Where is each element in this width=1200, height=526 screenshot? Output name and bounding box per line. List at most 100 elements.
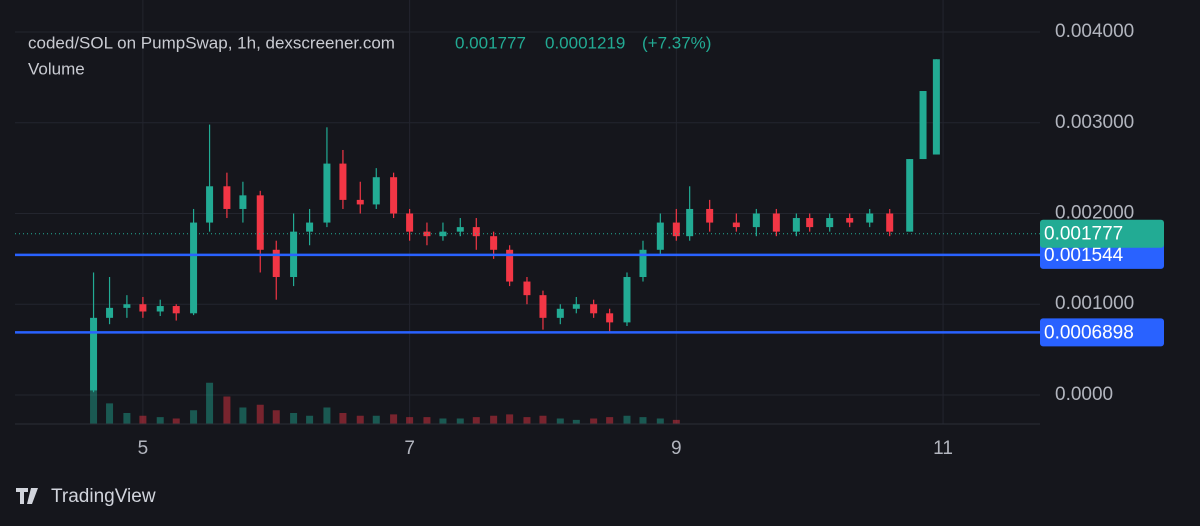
last-price-badge [1040,219,1164,248]
volume-bar [123,413,131,424]
candle-body [906,159,914,232]
candle-body [572,304,580,309]
candle-body [90,317,98,391]
header: coded/SOL on PumpSwap, 1h, dexscreener.c… [28,33,711,78]
volume-bar [106,403,114,424]
candle-body [156,306,164,312]
candle-body [846,218,854,223]
y-tick-label: 0.003000 [1055,112,1134,133]
x-tick-label: 9 [671,438,682,459]
candle-body [506,249,514,282]
candle-body [826,218,834,228]
volume-bar [172,418,180,424]
candle-body [886,213,894,232]
volume-bar [356,415,364,424]
volume-bar [439,418,447,424]
volume-bar [672,419,680,424]
candle-body [106,307,114,318]
logo-dot [30,488,36,494]
axis-labels: 0.004000 0.003000 0.002000 0.001000 0.0000 5 7… [138,21,1164,459]
volume-bar [423,417,431,424]
candle-body [272,249,280,278]
candle-body [306,222,314,232]
candle-body [390,177,398,214]
volume-bar [556,418,564,424]
candle-body [172,306,180,314]
volume-bar [372,415,380,424]
candle-body [206,186,214,223]
candle-body [423,231,431,237]
y-tick-label: 0.002000 [1055,203,1134,224]
candle-body [792,218,800,232]
x-tick-label: 7 [404,438,415,459]
candle-body [606,313,614,323]
header-change-percent: (+7.37%) [642,33,711,52]
candle-body [656,222,664,250]
candle-body [932,59,940,155]
chart-title: coded/SOL on PumpSwap, 1h, dexscreener.c… [28,33,395,52]
volume-bar [156,417,164,424]
volume-bar [306,415,314,424]
candle-body [323,163,331,223]
volume-bar [290,413,298,424]
x-tick-label: 5 [138,438,149,459]
volume-bar [390,414,398,424]
volume-bar [539,415,547,424]
volume-bar [472,417,480,424]
candle-body [139,304,147,312]
candle-body [523,281,531,296]
candle-body [623,277,631,323]
header-change: 0.0001219 [545,33,625,52]
volume-bar [606,417,614,424]
candle-body [372,177,380,205]
volume-bar [506,414,514,424]
candle-body [772,213,780,232]
volume-bar [639,417,647,424]
volume-bar [272,410,280,424]
brand-name: TradingView [51,486,156,507]
volume-bar [223,396,231,424]
volume-bar [256,404,264,424]
x-tick-label: 11 [933,438,953,459]
candle-body [256,195,264,250]
candle-body [356,199,364,205]
level-badge [1040,318,1164,347]
candle-body [732,222,740,228]
candle-body [672,222,680,237]
candle-body [123,304,131,308]
volume-label: Volume [28,59,85,78]
candle-body [866,213,874,223]
candle-body [439,231,447,237]
volume-bar [90,369,98,424]
candle-body [456,227,464,232]
volume-bar [656,418,664,424]
brand-logo: TradingView [16,486,156,507]
candle-body [686,208,694,237]
volume-bar [323,407,331,424]
candle-body [752,213,760,228]
candle-body [539,295,547,318]
volume-bar [239,407,247,424]
volume-bar [523,417,531,424]
candle-body [223,186,231,209]
volume-bar [623,415,631,424]
volume-bar [339,413,347,424]
candle-body [490,236,498,250]
candle-body [919,91,927,160]
last-price-label: 0.001777 [1044,224,1123,245]
y-tick-label: 0.004000 [1055,21,1134,42]
candle-body [639,249,647,278]
candle-body [706,208,714,223]
candle-body [806,218,814,228]
y-tick-label: 0.0000 [1055,384,1113,405]
volume-bar [456,418,464,424]
candle-body [406,213,414,232]
volume-bar [206,382,214,424]
volume-bar [190,410,198,424]
volume-bar [572,419,580,424]
level-label: 0.0006898 [1044,322,1134,343]
volume-bar [139,415,147,424]
marks [15,59,1040,424]
